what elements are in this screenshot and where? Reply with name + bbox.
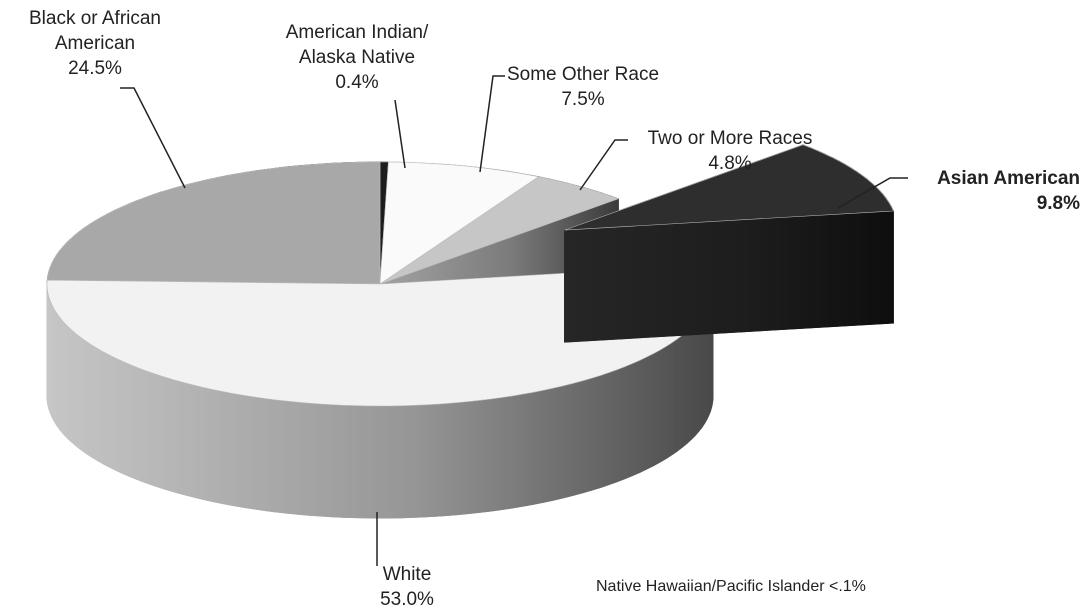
slice-side xyxy=(174,379,184,496)
slice-side xyxy=(563,382,574,499)
slice-side xyxy=(320,403,333,518)
slice-label: White 53.0% xyxy=(312,562,502,612)
slice-side xyxy=(243,394,255,510)
slice-side xyxy=(165,376,175,493)
leader-line xyxy=(394,99,406,169)
slice-side xyxy=(212,389,223,504)
slice-side xyxy=(183,381,194,498)
value-label: 4.8% xyxy=(708,153,752,174)
slice-side xyxy=(377,405,390,519)
slice-label: Black or African American 24.5% xyxy=(0,6,190,81)
slice-side xyxy=(253,396,266,511)
slice-side xyxy=(264,398,276,513)
category-label: Two or More Races xyxy=(647,128,813,149)
leader-line xyxy=(837,177,908,209)
slice-side xyxy=(676,334,683,452)
slice-side xyxy=(694,318,700,437)
slice-side xyxy=(412,404,425,518)
slice-side xyxy=(646,352,655,470)
slice-side xyxy=(365,405,379,519)
value-label: 53.0% xyxy=(380,589,434,610)
slice-side xyxy=(543,387,554,503)
slice-side xyxy=(572,380,583,496)
slice-side xyxy=(533,389,545,505)
slice-side xyxy=(202,386,213,502)
slice-side xyxy=(681,330,688,448)
slice-side xyxy=(624,362,633,480)
slice-side xyxy=(389,405,402,519)
category-label: Some Other Race xyxy=(506,64,660,85)
leader-lines xyxy=(120,75,908,566)
value-label: 0.4% xyxy=(335,72,379,93)
slice-side xyxy=(490,397,503,512)
slice-side xyxy=(423,403,436,518)
slice-side xyxy=(686,326,692,445)
slice-side xyxy=(599,372,609,489)
slice-side xyxy=(192,384,204,500)
slice-side xyxy=(512,393,524,509)
slice-label: Two or More Races 4.8% xyxy=(620,126,840,176)
slice-side xyxy=(297,401,310,516)
slice-side xyxy=(671,338,678,456)
annotation: Native Hawaiian/Pacific Islander <.1% xyxy=(596,578,866,595)
value-label: 7.5% xyxy=(561,89,605,110)
slice-side xyxy=(286,400,299,515)
value-label: 9.8% xyxy=(1036,193,1080,214)
slice-side xyxy=(468,399,481,514)
slice-label: Some Other Race 7.5% xyxy=(488,62,678,112)
slice-side xyxy=(553,385,564,501)
slice-side xyxy=(665,341,673,460)
category-label: White xyxy=(382,564,432,585)
slice-side xyxy=(616,366,626,483)
slice-side xyxy=(608,369,618,486)
slice-side xyxy=(400,404,413,519)
slice-side xyxy=(434,403,448,517)
slice-side xyxy=(479,398,492,513)
slices xyxy=(46,144,895,519)
slice-side xyxy=(522,391,534,507)
slice-side xyxy=(308,402,321,517)
leader-line xyxy=(120,87,186,189)
slice-side xyxy=(232,393,244,508)
slice-side xyxy=(354,405,367,519)
slice-side xyxy=(446,402,459,516)
slice-side xyxy=(581,377,592,494)
slice-side xyxy=(659,345,667,463)
slice-side xyxy=(331,404,344,518)
slice-side xyxy=(590,375,601,491)
slice-side xyxy=(653,349,661,467)
category-label: American Indian/ Alaska Native xyxy=(285,22,429,68)
category-label: Asian American xyxy=(937,168,1080,189)
slice xyxy=(379,176,620,285)
slice-side xyxy=(639,356,648,473)
slice-label: American Indian/ Alaska Native 0.4% xyxy=(262,20,452,95)
slice-side xyxy=(564,210,894,343)
slice-side xyxy=(457,401,470,516)
slice-side xyxy=(632,359,641,477)
slice xyxy=(46,161,381,285)
slice xyxy=(564,144,894,231)
value-label: 24.5% xyxy=(68,58,122,79)
slice-side xyxy=(222,391,234,506)
category-label: Black or African American xyxy=(29,8,161,54)
slice xyxy=(379,161,540,285)
leader-line xyxy=(579,139,628,191)
slice-side xyxy=(690,322,696,441)
slice-side xyxy=(501,395,514,510)
slice-side xyxy=(342,404,356,519)
leader-line xyxy=(479,75,505,173)
slice-label: Asian American 9.8% xyxy=(880,166,1080,216)
slice-side xyxy=(275,399,288,514)
